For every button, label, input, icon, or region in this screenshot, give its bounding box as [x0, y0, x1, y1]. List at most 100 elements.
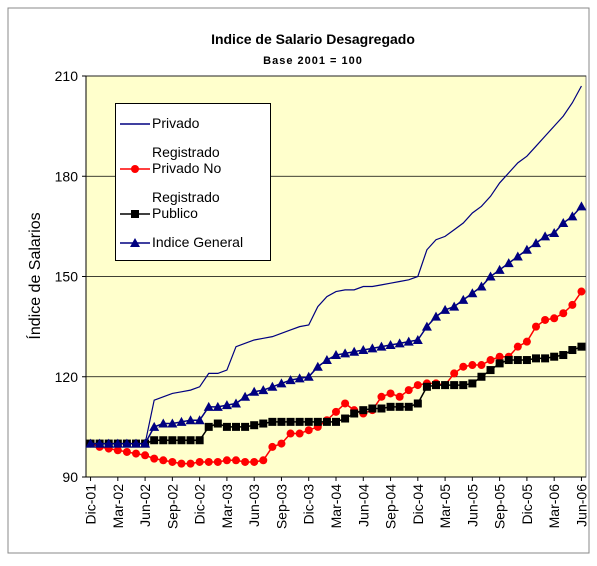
- marker: [559, 351, 568, 360]
- marker: [186, 459, 195, 468]
- marker: [385, 340, 396, 350]
- marker: [232, 422, 240, 431]
- marker: [532, 322, 540, 331]
- marker: [340, 348, 351, 358]
- marker: [332, 417, 340, 426]
- marker: [386, 389, 395, 398]
- x-tick-label: Mar-04: [328, 484, 344, 529]
- legend-entry: Indice General: [116, 234, 270, 250]
- marker: [268, 417, 277, 426]
- marker: [495, 352, 504, 361]
- marker: [550, 352, 559, 361]
- marker: [158, 418, 169, 428]
- marker: [130, 237, 140, 247]
- marker: [431, 311, 441, 321]
- marker: [386, 402, 395, 411]
- marker: [421, 321, 432, 331]
- x-tick-label: Dic-03: [301, 484, 317, 525]
- marker: [522, 356, 531, 365]
- marker: [159, 456, 168, 465]
- marker: [168, 436, 177, 445]
- marker: [458, 294, 469, 304]
- marker: [186, 436, 195, 445]
- x-tick-label: Dic-01: [83, 484, 99, 525]
- marker: [277, 417, 286, 426]
- marker: [103, 438, 114, 448]
- marker: [141, 451, 150, 460]
- y-tick-label: 120: [55, 369, 79, 385]
- marker: [195, 436, 204, 445]
- marker: [132, 449, 140, 458]
- marker: [476, 281, 487, 291]
- legend-label: Registrado Privado No: [152, 143, 222, 176]
- marker: [550, 314, 559, 323]
- marker: [404, 386, 413, 395]
- legend-symbol: [120, 237, 150, 247]
- marker: [131, 164, 139, 173]
- marker: [294, 373, 305, 383]
- marker: [349, 346, 360, 356]
- marker: [241, 422, 250, 431]
- x-tick-label: Dic-05: [519, 484, 535, 525]
- marker: [413, 381, 422, 390]
- marker: [541, 354, 550, 363]
- legend-entry: Registrado Publico: [116, 189, 270, 221]
- marker: [577, 287, 586, 296]
- marker: [321, 355, 332, 365]
- series-line: [90, 85, 582, 445]
- legend: Privado Registrado Privado No Registrado P…: [115, 103, 271, 261]
- marker: [567, 211, 578, 221]
- marker: [522, 337, 531, 346]
- marker: [532, 354, 540, 363]
- marker: [531, 238, 541, 248]
- marker: [113, 446, 122, 455]
- x-tick-label: Mar-06: [546, 484, 562, 529]
- marker: [185, 415, 196, 425]
- y-axis-label: Índice de Salarios: [25, 212, 44, 339]
- marker: [150, 454, 159, 463]
- marker: [267, 381, 278, 391]
- marker: [494, 264, 505, 274]
- legend-symbol: [120, 209, 150, 218]
- y-tick-label: 180: [55, 168, 79, 184]
- legend-symbol: [120, 122, 150, 125]
- marker: [276, 378, 287, 388]
- x-tick-label: Sep-04: [383, 484, 399, 529]
- marker: [358, 345, 369, 355]
- marker: [167, 418, 178, 428]
- marker: [403, 336, 414, 346]
- marker: [495, 359, 504, 368]
- marker: [468, 361, 477, 370]
- marker: [231, 398, 241, 408]
- marker: [250, 457, 259, 466]
- marker: [449, 301, 460, 311]
- marker: [85, 438, 96, 448]
- marker: [395, 402, 404, 411]
- marker: [149, 421, 160, 431]
- marker: [341, 414, 350, 423]
- marker: [241, 457, 250, 466]
- y-tick-label: 150: [55, 269, 79, 285]
- marker: [432, 381, 440, 390]
- marker: [150, 436, 159, 445]
- marker: [304, 417, 313, 426]
- x-tick-label: Mar-03: [219, 484, 235, 529]
- x-tick-label: Dic-02: [192, 484, 208, 525]
- x-tick-label: Sep-02: [164, 484, 180, 529]
- marker: [568, 346, 577, 355]
- marker: [541, 315, 550, 324]
- marker: [259, 456, 268, 465]
- marker: [577, 342, 586, 351]
- x-tick-label: Mar-05: [437, 484, 453, 529]
- marker: [312, 361, 323, 371]
- marker: [459, 362, 468, 371]
- marker: [204, 457, 213, 466]
- x-tick-label: Mar-02: [110, 484, 126, 529]
- legend-symbol: [120, 164, 150, 173]
- marker: [213, 457, 222, 466]
- marker: [304, 426, 313, 435]
- marker: [295, 417, 304, 426]
- marker: [504, 356, 513, 365]
- marker: [404, 402, 413, 411]
